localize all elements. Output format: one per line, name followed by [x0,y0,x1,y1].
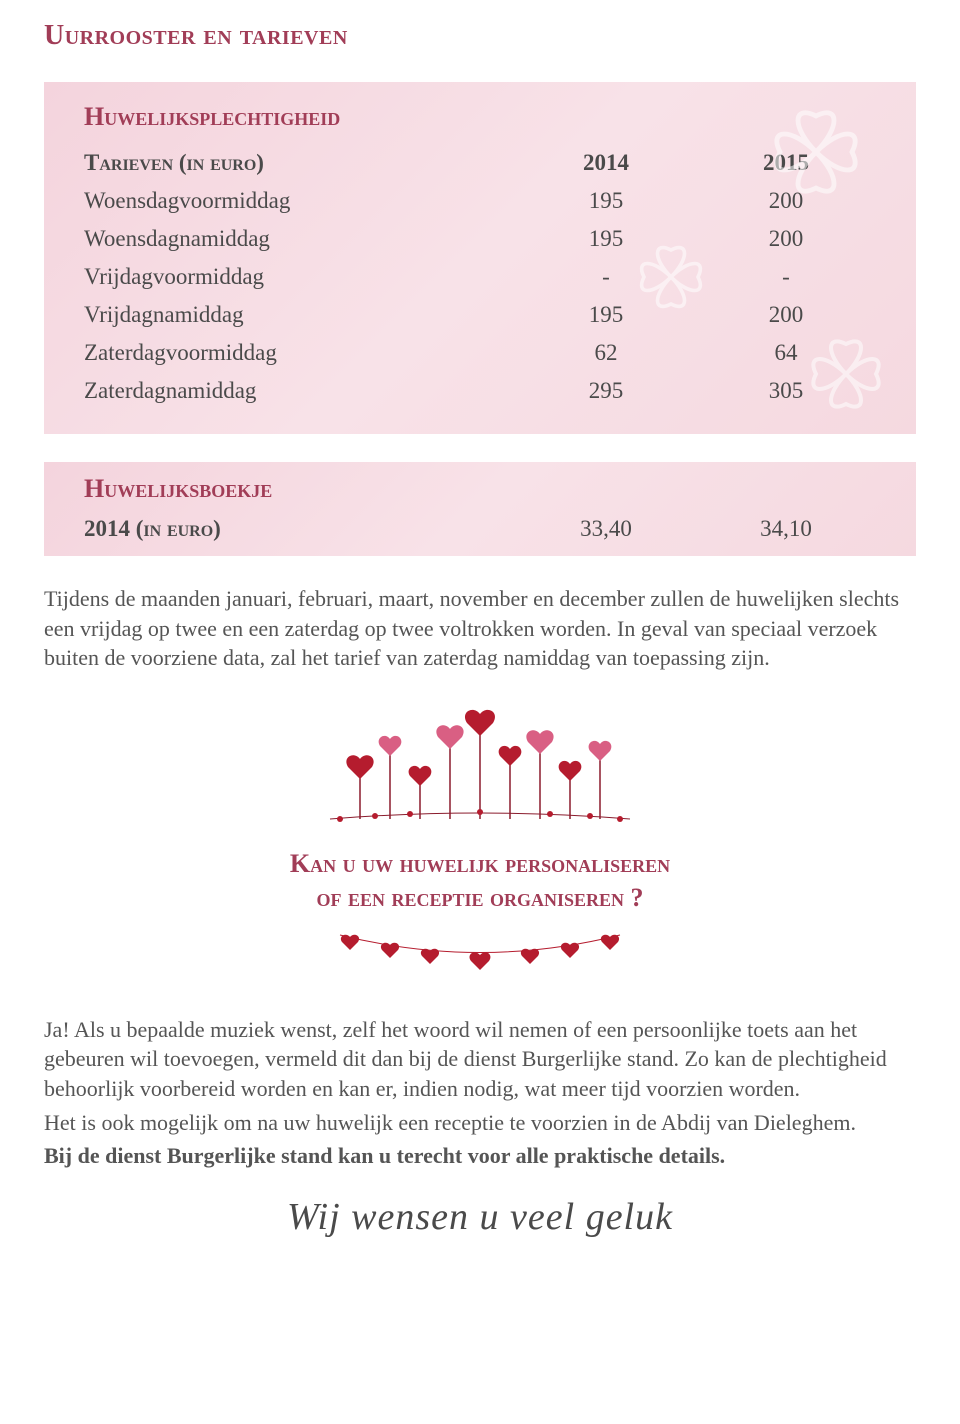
main-title: Uurrooster en tarieven [44,20,916,52]
row-value-2015: 200 [696,296,876,334]
row-label: Vrijdagnamiddag [84,296,516,334]
row-value-2015: 64 [696,334,876,372]
tariff-header-label: Tarieven (in euro) [84,144,516,182]
row-label: Vrijdagvoormiddag [84,258,516,296]
hearts-garden-icon [44,699,916,829]
row-value-2014: 295 [516,372,696,410]
row-value-2015: 200 [696,220,876,258]
row-value-2015: - [696,258,876,296]
booklet-label: 2014 (in euro) [84,516,221,542]
row-value-2014: 195 [516,296,696,334]
row-label: Woensdagnamiddag [84,220,516,258]
center-title-line2: of een receptie organiseren ? [316,883,643,912]
table-row: Vrijdagvoormiddag-- [84,258,876,296]
row-value-2015: 305 [696,372,876,410]
center-title-line1: Kan u uw huwelijk personaliseren [290,849,670,878]
row-value-2014: - [516,258,696,296]
booklet-value-1: 33,40 [516,516,696,542]
row-value-2014: 195 [516,182,696,220]
table-row: Vrijdagnamiddag195200 [84,296,876,334]
table-row: Woensdagnamiddag195200 [84,220,876,258]
tariff-table: Tarieven (in euro) 2014 2015 Woensdagvoo… [84,144,876,410]
row-label: Zaterdagnamiddag [84,372,516,410]
paragraph-1: Tijdens de maanden januari, februari, ma… [44,584,916,673]
panel2-heading: Huwelijksboekje [84,474,876,504]
table-row: Zaterdagvoormiddag6264 [84,334,876,372]
row-value-2014: 62 [516,334,696,372]
tariff-year-1: 2014 [516,144,696,182]
row-label: Zaterdagvoormiddag [84,334,516,372]
table-row: Woensdagvoormiddag195200 [84,182,876,220]
row-value-2014: 195 [516,220,696,258]
hearts-garland-icon [44,925,916,975]
tariff-year-2: 2015 [696,144,876,182]
row-label: Woensdagvoormiddag [84,182,516,220]
row-value-2015: 200 [696,182,876,220]
wish-text: Wij wensen u veel geluk [44,1195,916,1239]
table-row: Zaterdagnamiddag295305 [84,372,876,410]
booklet-panel: Huwelijksboekje 2014 (in euro) 33,40 34,… [44,462,916,556]
center-title: Kan u uw huwelijk personaliseren of een … [44,847,916,915]
paragraph-4: Bij de dienst Burgerlijke stand kan u te… [44,1141,916,1171]
paragraph-2: Ja! Als u bepaalde muziek wenst, zelf he… [44,1015,916,1104]
panel1-heading: Huwelijksplechtigheid [84,102,876,132]
booklet-value-2: 34,10 [696,516,876,542]
paragraph-3: Het is ook mogelijk om na uw huwelijk ee… [44,1108,916,1138]
tariff-panel: Huwelijksplechtigheid Tarieven (in euro)… [44,82,916,434]
